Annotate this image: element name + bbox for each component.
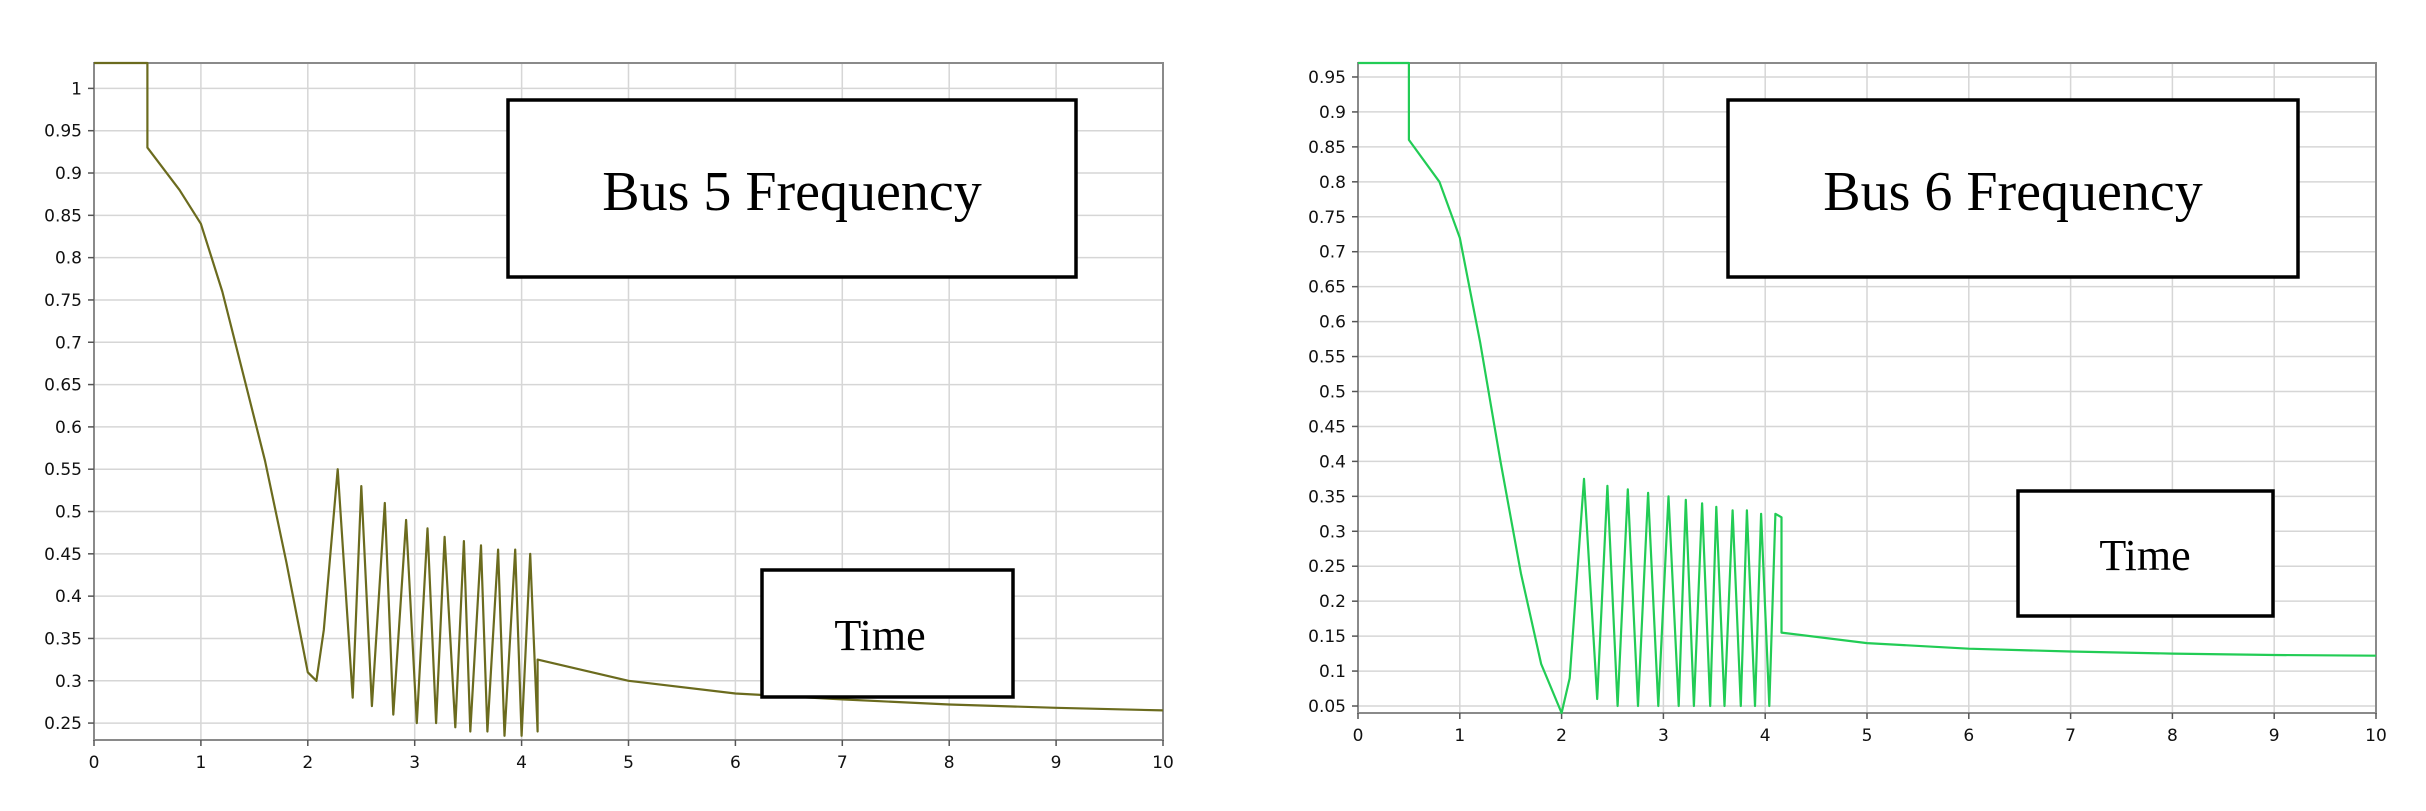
y-tick-label: 0.85 xyxy=(44,206,82,226)
time-box xyxy=(2016,489,2275,618)
y-tick-label: 0.8 xyxy=(1319,173,1346,193)
series-line xyxy=(1358,61,2377,715)
x-axis-label: Time xyxy=(834,611,925,660)
x-tick-label: 4 xyxy=(516,753,527,773)
y-tick-label: 1 xyxy=(71,79,82,99)
x-tick-label: 0 xyxy=(1353,726,1364,746)
x-tick-label: 2 xyxy=(302,753,313,773)
y-tick-label: 0.35 xyxy=(1308,487,1346,507)
y-tick-label: 0.9 xyxy=(1319,103,1346,123)
y-tick-label: 0.55 xyxy=(1308,348,1346,368)
y-tick-label: 0.85 xyxy=(1308,138,1346,158)
x-tick-label: 4 xyxy=(1760,726,1771,746)
x-tick-label: 6 xyxy=(1963,726,1974,746)
y-tick-label: 0.35 xyxy=(44,629,82,649)
chart-panel-2: 0 1 2 3 4 5 6 7 8 9 10 0.05 0.1 0.15 0.2 0.25 0.3 0.35 0.4… xyxy=(1308,61,2387,746)
x-tick-label: 3 xyxy=(409,753,420,773)
chart-title: Bus 6 Frequency xyxy=(1823,161,2203,223)
y-tick-label: 0.05 xyxy=(1308,697,1346,717)
title-box xyxy=(506,98,1078,279)
y-tick-label: 0.65 xyxy=(1308,278,1346,298)
time-box xyxy=(760,568,1015,699)
x-tick-label: 5 xyxy=(1862,726,1873,746)
y-tick-label: 0.6 xyxy=(1319,313,1346,333)
x-tick-label: 7 xyxy=(2065,726,2076,746)
y-tick-label: 0.75 xyxy=(1308,208,1346,228)
y-tick-label: 0.8 xyxy=(55,249,82,269)
x-tick-label: 1 xyxy=(195,753,206,773)
y-tick-label: 0.4 xyxy=(55,587,82,607)
y-tick-label: 0.7 xyxy=(1319,243,1346,263)
y-tick-label: 0.55 xyxy=(44,460,82,480)
y-tick-label: 0.25 xyxy=(44,714,82,734)
y-tick-label: 0.75 xyxy=(44,291,82,311)
chart-panel-1: 0 1 2 3 4 5 6 7 8 9 10 0.25 0.3 0.35 0.4 0.45 0.5 0.55 0.6… xyxy=(44,61,1174,773)
y-tick-label: 0.5 xyxy=(1319,382,1346,402)
x-tick-label: 1 xyxy=(1454,726,1465,746)
x-tick-label: 2 xyxy=(1556,726,1567,746)
y-tick-label: 0.3 xyxy=(1319,522,1346,542)
y-tick-label: 0.9 xyxy=(55,164,82,184)
y-tick-label: 0.3 xyxy=(55,672,82,692)
y-tick-label: 0.6 xyxy=(55,418,82,438)
y-tick-label: 0.95 xyxy=(1308,68,1346,88)
x-tick-label: 3 xyxy=(1658,726,1669,746)
x-tick-label: 7 xyxy=(837,753,848,773)
x-tick-label: 8 xyxy=(2167,726,2178,746)
y-tick-label: 0.45 xyxy=(1308,417,1346,437)
y-tick-label: 0.15 xyxy=(1308,627,1346,647)
y-tick-label: 0.65 xyxy=(44,376,82,396)
x-tick-label: 9 xyxy=(2269,726,2280,746)
x-tick-label: 10 xyxy=(1152,753,1174,773)
x-tick-label: 8 xyxy=(944,753,955,773)
x-axis-label: Time xyxy=(2099,531,2190,580)
y-tick-label: 0.5 xyxy=(55,503,82,523)
x-tick-label: 6 xyxy=(730,753,741,773)
y-tick-label: 0.25 xyxy=(1308,557,1346,577)
chart-title: Bus 5 Frequency xyxy=(602,161,982,223)
y-tick-label: 0.7 xyxy=(55,333,82,353)
y-tick-label: 0.95 xyxy=(44,122,82,142)
title-box xyxy=(1726,98,2300,279)
x-tick-label: 10 xyxy=(2365,726,2387,746)
series-line xyxy=(94,61,1164,737)
y-tick-label: 0.4 xyxy=(1319,452,1346,472)
y-tick-label: 0.45 xyxy=(44,545,82,565)
x-tick-label: 9 xyxy=(1051,753,1062,773)
y-tick-label: 0.1 xyxy=(1319,662,1346,682)
x-tick-label: 0 xyxy=(89,753,100,773)
y-tick-label: 0.2 xyxy=(1319,592,1346,612)
x-tick-label: 5 xyxy=(623,753,634,773)
